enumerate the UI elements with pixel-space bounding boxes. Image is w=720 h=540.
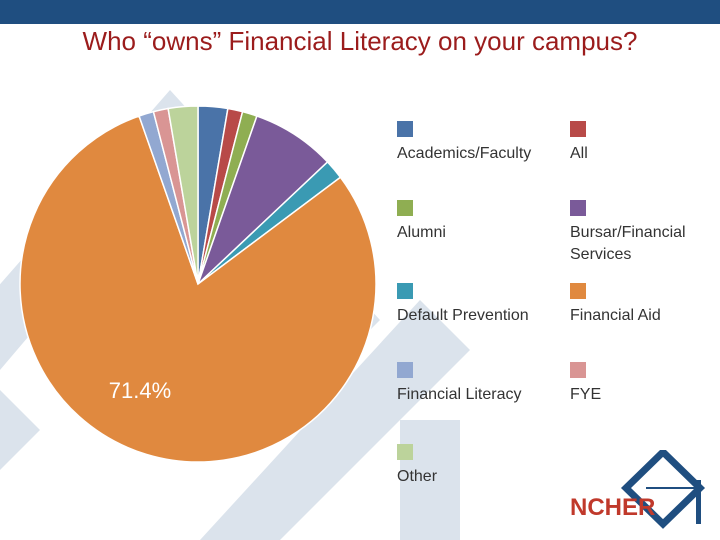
legend-label: Bursar/Financial Services	[570, 224, 686, 263]
legend-swatch	[397, 200, 413, 216]
legend-swatch	[397, 283, 413, 299]
legend-swatch	[570, 121, 586, 137]
logo-diamond-icon	[620, 447, 706, 529]
legend-swatch	[570, 283, 586, 299]
legend-label: Financial Aid	[570, 307, 661, 324]
legend-swatch	[397, 121, 413, 137]
legend-swatch	[397, 362, 413, 378]
legend-label: All	[570, 145, 588, 162]
legend-label: Default Prevention	[397, 307, 529, 324]
legend-label: FYE	[570, 386, 602, 403]
data-label-financial-aid: 71.4%	[109, 378, 171, 403]
legend-swatch	[570, 362, 586, 378]
legend-label: Other	[397, 468, 438, 485]
legend-label: Financial Literacy	[397, 386, 522, 403]
pie-slice-other	[167, 105, 199, 285]
logo-text: NCHER	[570, 494, 656, 521]
legend-swatch	[570, 200, 586, 216]
legend-label: Academics/Faculty	[397, 145, 532, 162]
legend-label: Alumni	[397, 224, 446, 241]
pie-slice-financial-aid	[19, 115, 377, 463]
ncher-logo: NCHER	[568, 447, 708, 530]
legend-swatch	[397, 444, 413, 460]
header-bar	[0, 0, 720, 24]
slide-title: Who “owns” Financial Literacy on your ca…	[82, 26, 638, 56]
